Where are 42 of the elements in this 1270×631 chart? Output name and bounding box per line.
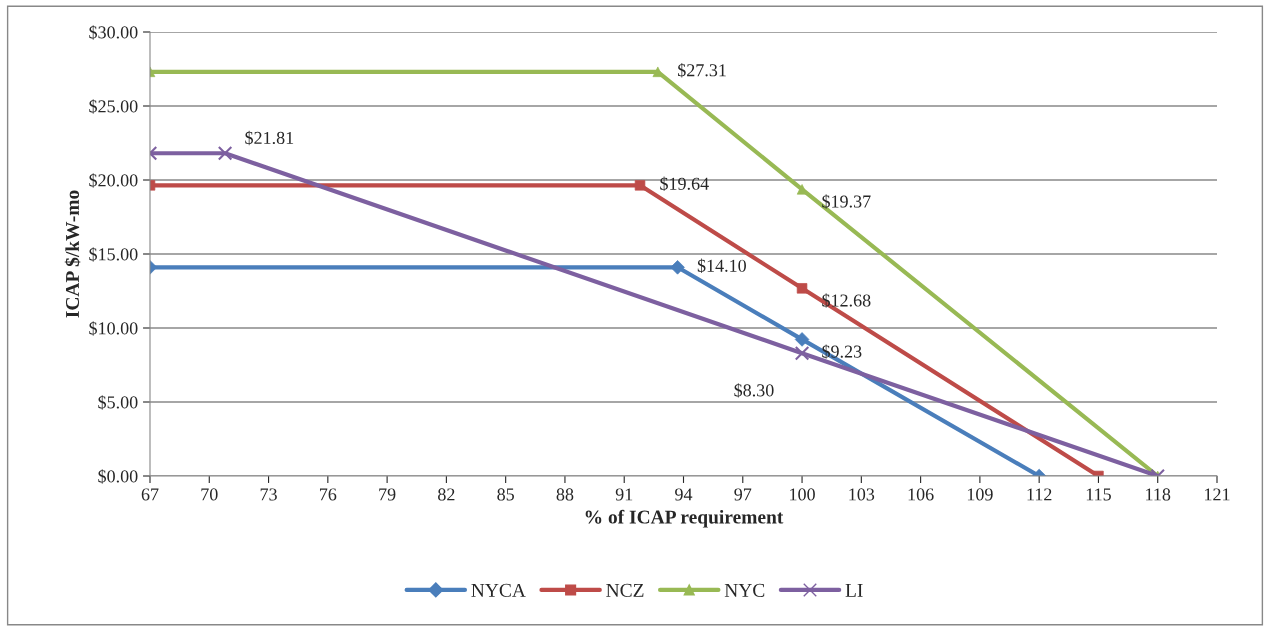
x-tick-label: 94 bbox=[675, 488, 693, 501]
x-tick-label: 76 bbox=[320, 488, 337, 501]
data-label: $12.68 bbox=[822, 293, 871, 308]
x-axis-title: % of ICAP requirement bbox=[585, 509, 784, 528]
point bbox=[794, 345, 810, 361]
x-tick-label: 70 bbox=[201, 488, 218, 501]
data-label: $19.37 bbox=[822, 194, 871, 209]
y-tick-label: $25.00 bbox=[89, 99, 138, 114]
x-tick-label: 88 bbox=[556, 488, 574, 501]
y-axis-title: ICAP $/kW-mo bbox=[64, 190, 81, 318]
x-tick-label: 73 bbox=[260, 488, 277, 501]
x-tick-label: 121 bbox=[1205, 488, 1230, 501]
x-tick-label: 97 bbox=[734, 488, 752, 501]
point bbox=[794, 332, 810, 347]
y-tick-label: $10.00 bbox=[89, 321, 138, 336]
x-tick-label: 85 bbox=[497, 488, 514, 501]
data-label: $21.81 bbox=[245, 130, 294, 146]
y-tick-label: $0.00 bbox=[98, 469, 138, 484]
x-tick-label: 112 bbox=[1027, 488, 1052, 501]
legend-label: LI bbox=[845, 584, 863, 597]
y-tick-label: $5.00 bbox=[98, 395, 138, 410]
legend-label: NYCA bbox=[471, 583, 526, 597]
x-tick-label: 109 bbox=[967, 488, 993, 501]
x-tick-label: 118 bbox=[1146, 488, 1171, 501]
x-tick-label: 67 bbox=[141, 488, 159, 501]
x-tick-label: 103 bbox=[849, 488, 875, 501]
y-tick-label: $30.00 bbox=[89, 25, 138, 40]
data-label: $8.30 bbox=[734, 383, 774, 398]
y-tick-label: $20.00 bbox=[89, 173, 138, 188]
x-tick-label: 100 bbox=[790, 488, 815, 501]
legend-label: NCZ bbox=[606, 583, 644, 597]
legend-label: NYC bbox=[724, 583, 765, 597]
x-tick-label: 106 bbox=[908, 488, 934, 501]
data-label: $27.31 bbox=[678, 63, 726, 78]
x-tick-label: 91 bbox=[615, 488, 633, 501]
data-label: $14.10 bbox=[697, 258, 746, 274]
x-tick-label: 82 bbox=[438, 488, 455, 501]
data-label: $9.23 bbox=[822, 344, 862, 359]
data-label: $19.64 bbox=[660, 176, 709, 192]
x-tick-label: 115 bbox=[1086, 488, 1111, 501]
x-tick-label: 79 bbox=[379, 488, 396, 501]
y-tick-label: $15.00 bbox=[89, 247, 138, 262]
